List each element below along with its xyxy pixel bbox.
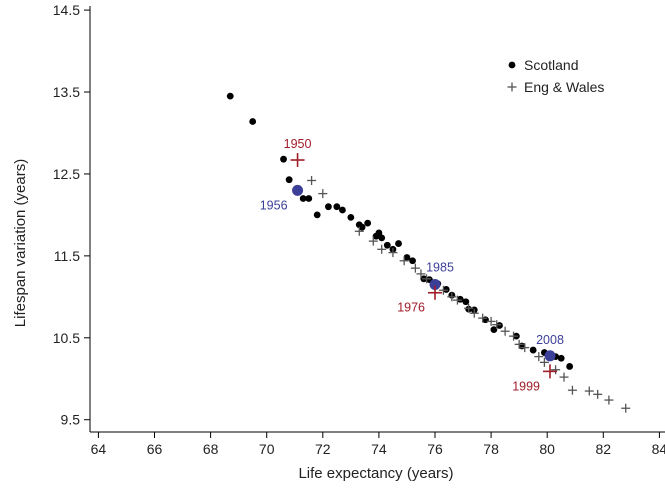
scotland-point: [442, 286, 450, 293]
scotland-point: [299, 195, 307, 202]
scotland-point: [364, 219, 372, 227]
x-tick-label: 78: [483, 441, 499, 457]
scotland-point: [280, 155, 287, 163]
scotland-point: [529, 346, 537, 354]
eng-wales-point: [318, 189, 328, 199]
y-tick-label: 14.5: [53, 2, 80, 18]
highlight-point-1956: [292, 184, 304, 196]
x-tick-label: 84: [652, 441, 665, 457]
y-tick-label: 10.5: [53, 330, 80, 346]
x-tick-label: 82: [596, 441, 612, 457]
eng-wales-point: [534, 352, 544, 362]
x-tick-label: 72: [315, 441, 331, 457]
eng-wales-point: [399, 256, 409, 266]
x-tick-label: 80: [539, 441, 555, 457]
y-tick-label: 11.5: [54, 248, 80, 264]
scotland-point: [226, 92, 234, 100]
eng-wales-point: [452, 295, 462, 305]
scotland-point: [395, 240, 402, 247]
x-tick-label: 68: [203, 441, 219, 457]
x-tick-label: 66: [147, 441, 163, 457]
eng-wales-point: [368, 236, 378, 246]
highlight-point-2008: [544, 350, 556, 362]
x-tick-label: 74: [371, 441, 387, 457]
highlight-label-1950: 1950: [284, 137, 312, 151]
eng-wales-point: [388, 248, 398, 258]
eng-wales-point: [464, 303, 474, 313]
eng-wales-point: [559, 372, 569, 382]
axes: 64 66 68 70 72 74 76 78 80 82 84 9.5 10.5 11.5 12.5 13.…: [53, 2, 665, 457]
scotland-point: [496, 322, 503, 329]
eng-wales-point: [478, 313, 488, 323]
y-tick-label: 12.5: [53, 166, 80, 182]
eng-wales-point: [567, 385, 577, 395]
scotland-point: [358, 223, 366, 231]
scotland-point: [456, 295, 464, 303]
eng-wales-point: [492, 320, 502, 330]
highlight-label-1985: 1985: [426, 261, 454, 275]
eng-wales-point: [486, 316, 496, 326]
scotland-point: [305, 195, 313, 202]
highlight-point-1976: [428, 285, 442, 300]
scotland-point: [409, 257, 416, 265]
x-tick-label: 64: [91, 441, 107, 457]
legend-label: Eng & Wales: [524, 79, 604, 95]
legend-marker-eng-wales: [507, 82, 517, 92]
eng-wales-point: [539, 357, 549, 367]
x-tick-label: 76: [427, 441, 443, 457]
eng-wales-point: [604, 395, 614, 405]
eng-wales-point: [520, 343, 530, 353]
highlight-label-2008: 2008: [536, 333, 564, 347]
scotland-point: [490, 326, 498, 333]
highlighted-years: 1950 1956 1985 1976 2008 1999: [260, 137, 564, 393]
legend: Scotland Eng & Wales: [507, 57, 604, 95]
scotland-point: [285, 176, 293, 184]
y-tick-label: 9.5: [61, 412, 81, 428]
eng-wales-point: [307, 175, 317, 185]
scotland-point: [403, 254, 411, 261]
scotland-point: [378, 234, 386, 242]
scotland-point: [325, 203, 332, 211]
highlight-point-1999: [543, 364, 557, 379]
eng-wales-point: [509, 331, 519, 341]
scotland-point: [339, 206, 346, 214]
scotland-point: [347, 213, 355, 221]
scotland-point: [383, 241, 391, 249]
legend-label: Scotland: [524, 57, 578, 73]
scotland-point: [333, 203, 341, 211]
highlight-label-1976: 1976: [397, 301, 425, 315]
y-tick-label: 13.5: [53, 84, 80, 100]
scotland-point: [313, 211, 321, 219]
eng-wales-point: [438, 285, 448, 295]
eng-wales-point: [584, 386, 594, 396]
x-tick-label: 70: [259, 441, 275, 457]
legend-marker-scotland: [508, 61, 516, 69]
eng-wales-point: [377, 244, 387, 254]
scotland-point: [557, 354, 565, 362]
eng-wales-point: [593, 389, 603, 399]
y-axis-label: Lifespan variation (years): [12, 159, 29, 327]
scotland-point: [462, 298, 470, 306]
highlight-point-1950: [290, 153, 305, 168]
eng-wales-point: [621, 403, 631, 413]
eng-wales-point: [447, 292, 457, 302]
eng-wales-point: [514, 339, 524, 349]
eng-wales-point: [500, 326, 510, 336]
eng-wales-point: [469, 308, 479, 318]
eng-wales-point: [551, 365, 561, 375]
data-marks: [226, 92, 631, 413]
scotland-point: [566, 363, 574, 370]
eng-wales-point: [416, 269, 426, 279]
eng-wales-point: [410, 263, 420, 273]
highlight-point-1985: [429, 279, 441, 291]
eng-wales-point: [422, 274, 432, 284]
highlight-label-1999: 1999: [512, 379, 540, 393]
scotland-point: [249, 118, 257, 125]
x-axis-label: Life expectancy (years): [298, 465, 453, 482]
highlight-label-1956: 1956: [260, 198, 288, 212]
eng-wales-point: [354, 226, 364, 236]
